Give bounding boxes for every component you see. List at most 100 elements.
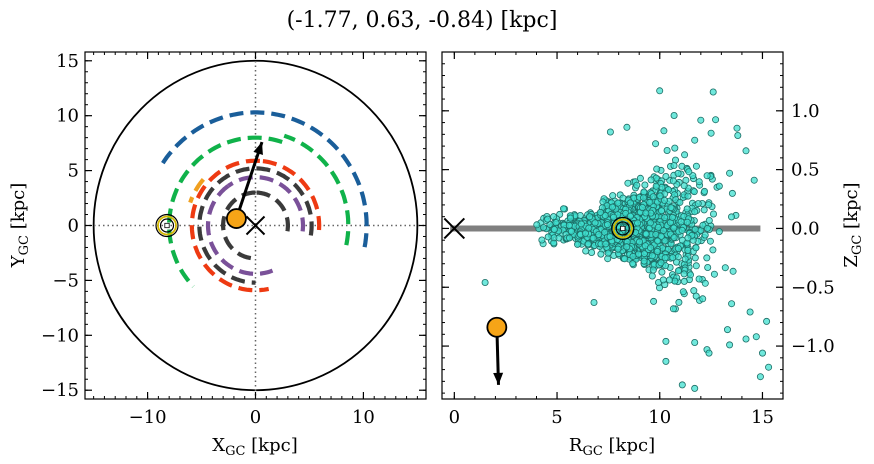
- star-point: [588, 248, 596, 256]
- star-point: [633, 181, 641, 189]
- velocity-arrow-head: [253, 142, 263, 156]
- star-point: [670, 224, 678, 232]
- star-point: [706, 237, 714, 245]
- star-point: [661, 237, 669, 245]
- sun-marker-ring: [157, 215, 177, 236]
- star-point: [692, 292, 700, 300]
- sun-marker-dot: [620, 225, 626, 232]
- star-point: [659, 276, 667, 284]
- star-point: [670, 112, 678, 120]
- star-point: [680, 182, 688, 190]
- star-point: [692, 162, 700, 170]
- left-plot-area: −10 0 10 −15 −10 −5 0 5 10 15: [41, 51, 427, 428]
- star-point: [669, 177, 677, 185]
- star-points: [481, 87, 773, 392]
- sun-marker-ring: [612, 218, 633, 239]
- star-point: [692, 262, 700, 270]
- star-point: [669, 254, 677, 262]
- x-tick-label: 5: [551, 407, 562, 428]
- star-point: [701, 279, 709, 287]
- star-point: [681, 151, 689, 159]
- star-point: [657, 259, 665, 267]
- star-point: [642, 209, 650, 217]
- star-point: [703, 172, 711, 180]
- star-point: [669, 305, 677, 313]
- star-point: [591, 219, 599, 227]
- star-point: [765, 363, 773, 371]
- star-point: [691, 208, 699, 216]
- star-point: [695, 178, 703, 186]
- star-point: [597, 250, 605, 258]
- y-tick-label: −1.0: [791, 336, 835, 357]
- star-point: [692, 244, 700, 252]
- y-tick-label: 0.0: [791, 218, 820, 239]
- star-point: [653, 247, 661, 255]
- star-point: [636, 174, 644, 182]
- star-point: [683, 218, 691, 226]
- star-point: [650, 297, 658, 305]
- star-point: [726, 169, 734, 177]
- star-point: [646, 198, 654, 206]
- star-point: [675, 298, 683, 306]
- star-point: [700, 206, 708, 214]
- star-point: [629, 252, 637, 260]
- star-point: [658, 207, 666, 215]
- star-point: [648, 272, 656, 280]
- star-point: [733, 124, 741, 132]
- star-point: [586, 213, 594, 221]
- star-point: [704, 263, 712, 271]
- star-point: [566, 234, 574, 242]
- right-ylabel: ZGC [kpc]: [841, 182, 865, 267]
- star-point: [678, 226, 686, 234]
- star-point: [544, 233, 552, 241]
- star-point: [729, 267, 737, 275]
- star-point: [621, 255, 629, 263]
- star-point: [701, 187, 709, 195]
- star-point: [567, 214, 575, 222]
- star-point: [701, 231, 709, 239]
- star-point: [681, 255, 689, 263]
- star-point: [666, 276, 674, 284]
- y-tick-label: −5: [52, 270, 79, 291]
- spiral-arm-8: [255, 190, 290, 232]
- star-point: [715, 228, 723, 236]
- star-point: [555, 234, 563, 242]
- star-point: [602, 240, 610, 248]
- star-point: [565, 221, 573, 229]
- y-tick-label: −0.5: [791, 277, 835, 298]
- spiral-arm-0: [160, 110, 369, 248]
- star-point: [652, 182, 660, 190]
- star-point: [691, 225, 699, 233]
- star-point: [550, 213, 558, 221]
- spiral-arm-9: [221, 190, 256, 261]
- star-point: [623, 243, 631, 251]
- spiral-arm-3: [188, 178, 206, 204]
- star-point: [662, 172, 670, 180]
- star-point: [641, 181, 649, 189]
- star-point: [721, 264, 729, 272]
- velocity-arrow-head: [493, 372, 504, 385]
- star-point: [750, 176, 758, 184]
- star-point: [589, 234, 597, 242]
- star-point: [610, 213, 618, 221]
- star-point: [694, 200, 702, 208]
- x-tick-label: −10: [129, 407, 167, 428]
- star-point: [614, 245, 622, 253]
- star-point: [699, 295, 707, 303]
- sun-marker-inner: [615, 221, 630, 236]
- star-point: [677, 218, 685, 226]
- star-point: [656, 192, 664, 200]
- star-point: [614, 199, 622, 207]
- star-point: [709, 246, 717, 254]
- spiral-arm-6: [227, 175, 306, 232]
- star-point: [606, 233, 614, 241]
- star-point: [649, 266, 657, 274]
- y-tick-label: 10: [56, 106, 79, 127]
- star-point: [703, 224, 711, 232]
- star-point: [550, 225, 558, 233]
- star-point: [626, 199, 634, 207]
- star-point: [660, 127, 668, 135]
- star-point: [652, 140, 660, 148]
- right-xlabel: RGC [kpc]: [569, 435, 655, 459]
